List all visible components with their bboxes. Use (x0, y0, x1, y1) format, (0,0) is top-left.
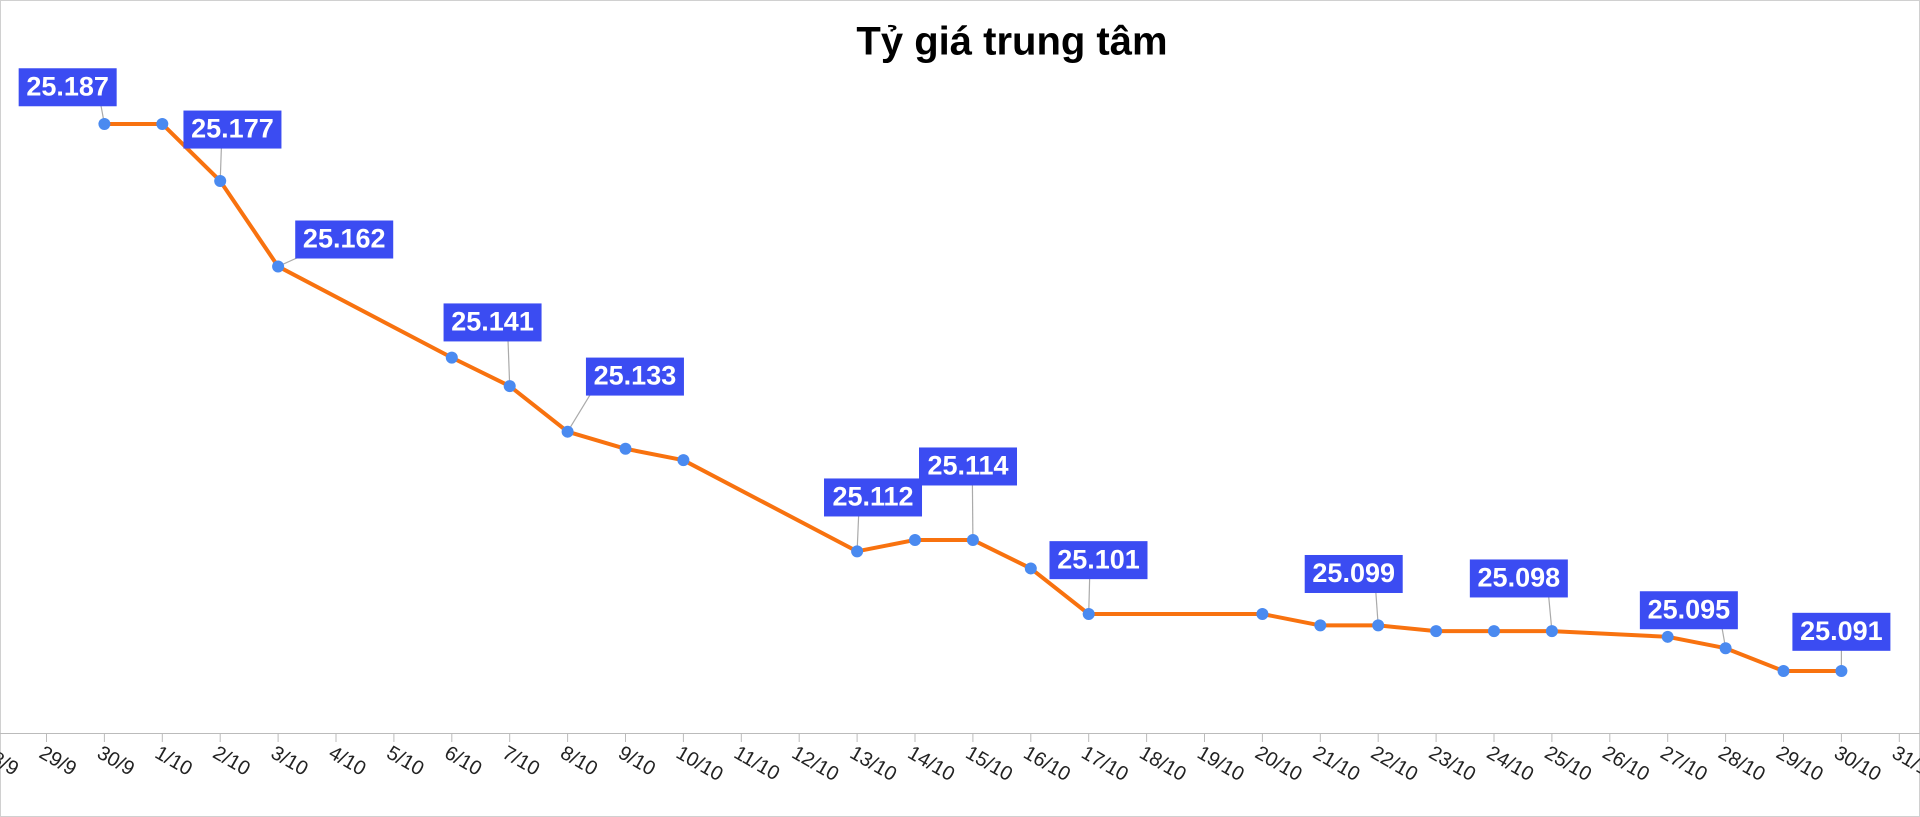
point (1024, 562, 1037, 575)
data-label: 25.112 (832, 482, 913, 512)
point (1545, 625, 1558, 638)
point (1372, 619, 1385, 632)
chart-title: Tỷ giá trung tâm (856, 20, 1167, 64)
data-label: 25.099 (1312, 558, 1395, 588)
data-label: 25.114 (927, 451, 1008, 481)
label-box (585, 357, 684, 396)
label-box (1049, 541, 1148, 580)
label-box (919, 447, 1018, 486)
point (1488, 625, 1500, 638)
label-box (1304, 554, 1403, 593)
point (272, 260, 285, 273)
point (1430, 625, 1443, 638)
point (156, 118, 169, 130)
point (677, 454, 690, 467)
label-leader (1088, 577, 1091, 615)
data-label: 25.098 (1478, 563, 1561, 593)
label-leader (567, 393, 592, 433)
point (619, 442, 632, 455)
point (1314, 619, 1327, 632)
data-label: 25.095 (1648, 594, 1731, 624)
point (561, 425, 574, 438)
label-box (1639, 591, 1738, 630)
point (98, 118, 111, 130)
data-label: 25.141 (451, 307, 534, 337)
label-box (824, 478, 923, 517)
point (1256, 608, 1269, 621)
point (445, 351, 458, 364)
label-box (18, 68, 117, 107)
data-label: 25.177 (191, 114, 274, 144)
point (851, 545, 864, 558)
label-leader (507, 339, 511, 387)
label-box (1792, 612, 1891, 651)
data-label: 25.101 (1057, 544, 1140, 574)
label-leader (856, 514, 860, 552)
point (503, 380, 516, 393)
point (1719, 642, 1732, 655)
label-box (183, 110, 282, 149)
line (104, 122, 1842, 673)
label-box (443, 303, 542, 342)
point (966, 533, 979, 546)
data-label: 25.187 (26, 71, 109, 101)
data-label: 25.133 (594, 361, 677, 391)
data-label: 25.091 (1800, 616, 1883, 646)
label-box (1469, 559, 1568, 598)
point (214, 174, 227, 187)
label-box (295, 220, 394, 259)
point (1082, 608, 1095, 621)
point (1661, 630, 1674, 643)
point (1777, 665, 1790, 677)
point (909, 533, 921, 546)
data-label: 25.162 (303, 224, 386, 254)
point (1835, 665, 1848, 677)
